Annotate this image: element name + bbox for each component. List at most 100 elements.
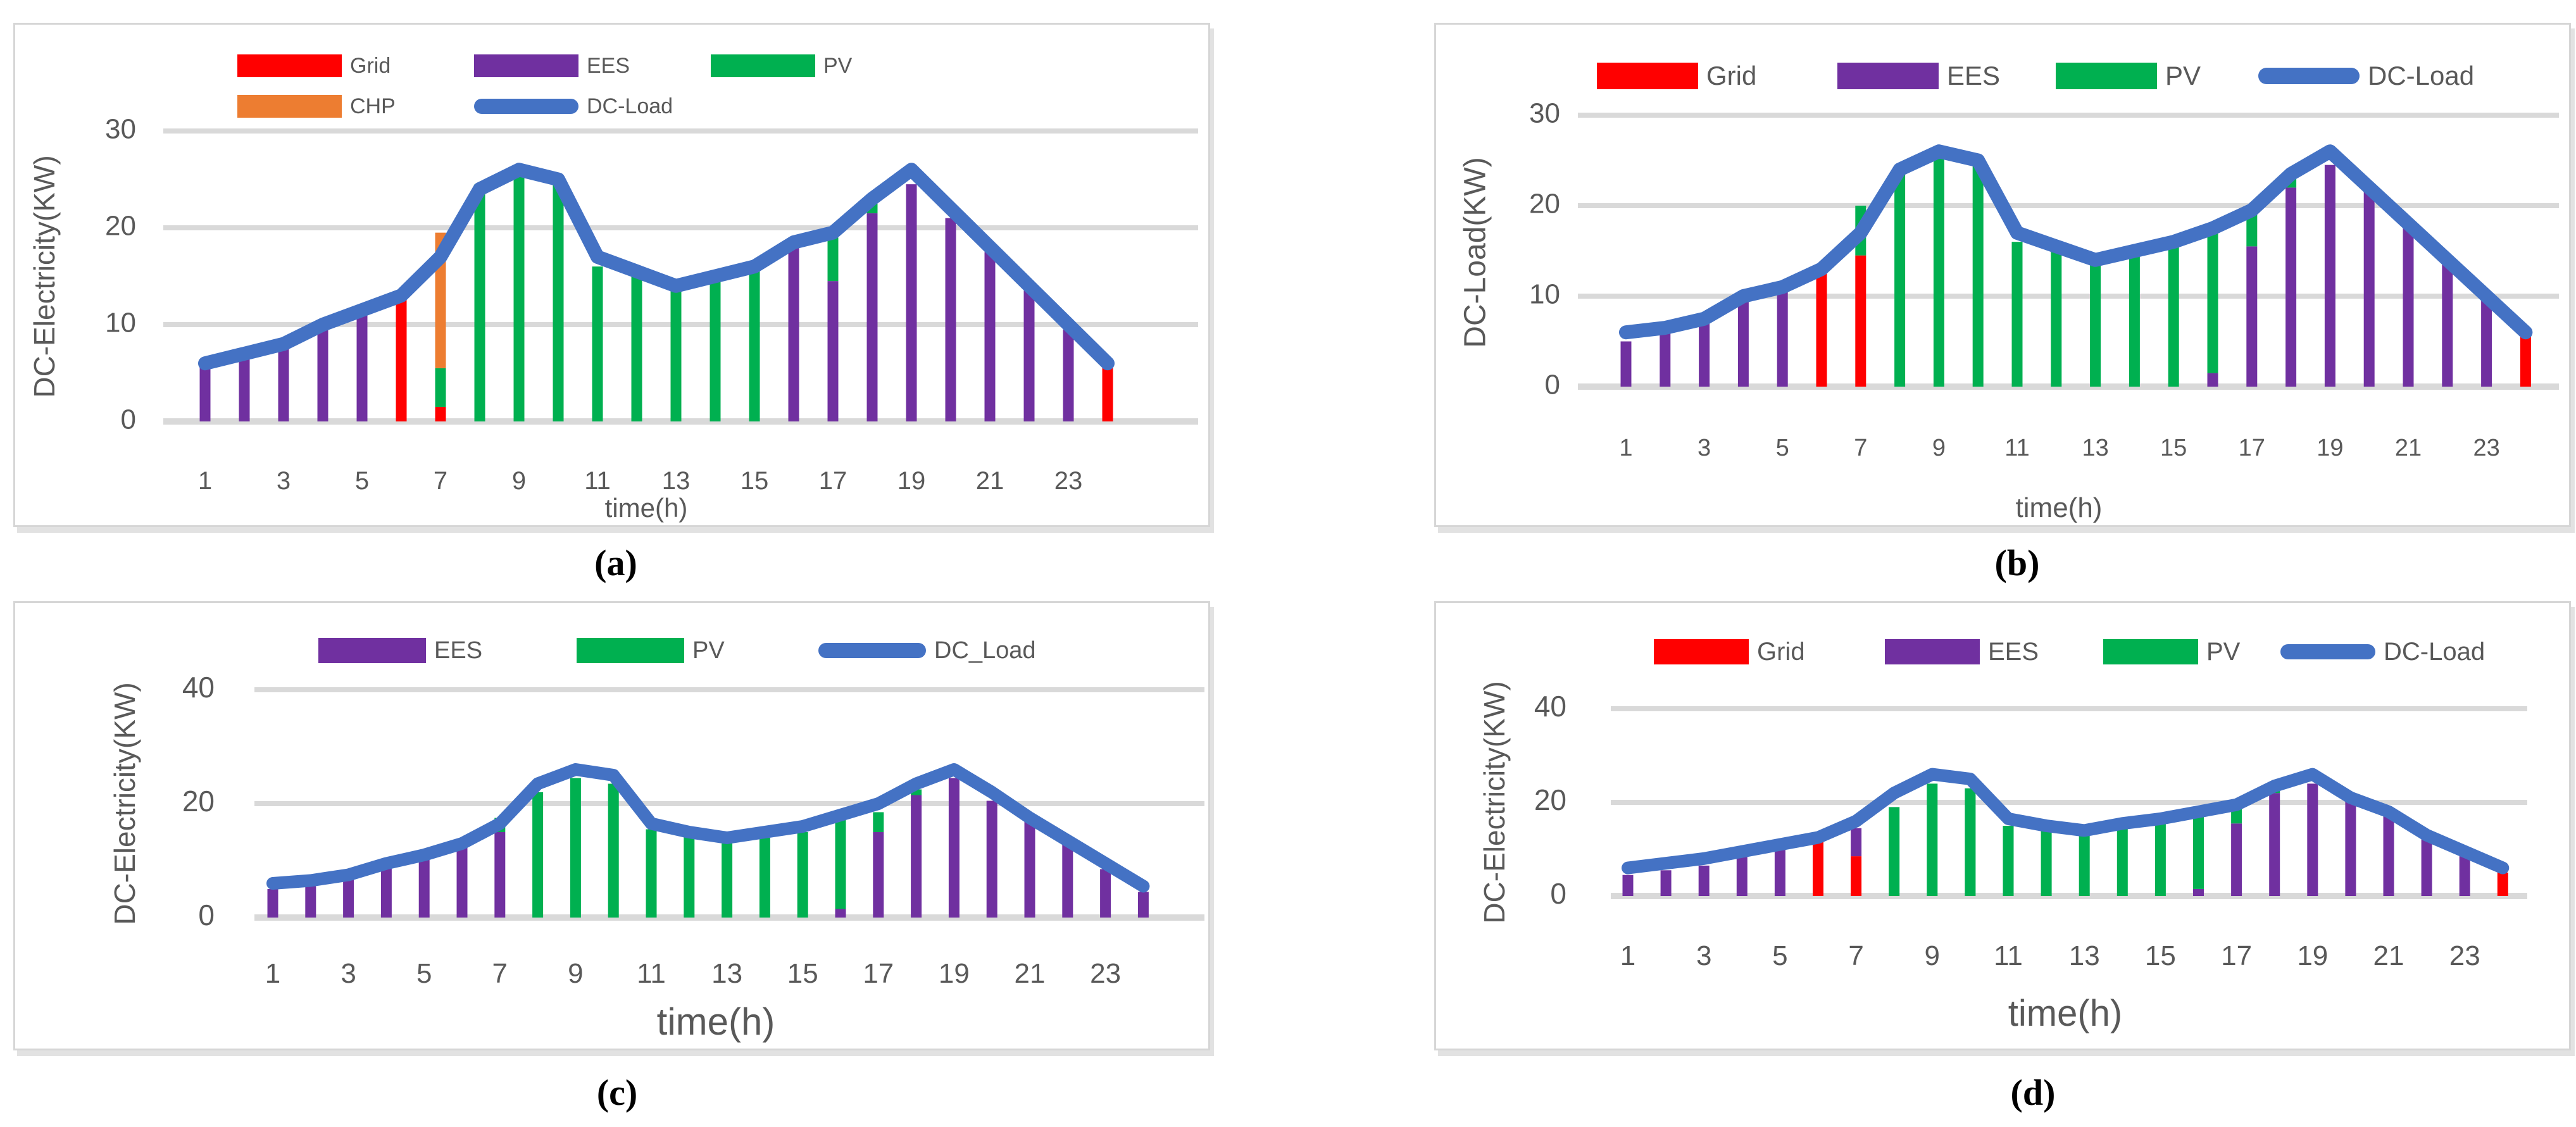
x-tick-23: 23	[1054, 467, 1083, 495]
bar-hour-22-ees	[1023, 290, 1035, 421]
bar-hour-13-pv	[2079, 835, 2090, 896]
y-tick-30: 30	[105, 114, 136, 145]
x-tick-15: 15	[2145, 940, 2176, 971]
x-tick-17: 17	[2221, 940, 2252, 971]
legend-line-marker-dc-load	[818, 643, 926, 658]
chart-panel-a: 0 10 20 30 1 3 5 7 9 11 13 15 17 19 21 23 time(h) DC-Ele…	[13, 23, 1210, 527]
bar-hour-18-ees	[2285, 187, 2297, 387]
x-tick-9: 9	[568, 958, 583, 989]
bar-hour-11-pv	[592, 266, 603, 421]
bar-hour-2-ees	[239, 353, 250, 421]
bar-hour-11-pv	[2011, 242, 2023, 387]
bar-hour-18-ees	[2269, 793, 2280, 896]
bar-hour-14-pv	[710, 281, 721, 421]
x-tick-3: 3	[341, 958, 356, 989]
x-tick-5: 5	[1772, 940, 1787, 971]
chart-caption-c: (c)	[596, 1072, 638, 1113]
x-tick-7: 7	[1854, 435, 1867, 461]
bar-hour-7-grid	[435, 407, 446, 421]
dc-load-line	[266, 763, 1150, 893]
legend-label-ees: EES	[1947, 61, 2001, 90]
bar-hour-6-grid	[396, 296, 407, 421]
bar-hour-10-pv	[608, 783, 619, 918]
legend-label-dc_load: DC_Load	[934, 637, 1036, 664]
bar-hour-5-ees	[418, 857, 430, 918]
legend-swatch-pv	[2103, 639, 2198, 664]
bar-hour-8-pv	[474, 184, 485, 421]
x-axis-label: time(h)	[2016, 492, 2103, 523]
bar-hour-3-ees	[1699, 323, 1710, 387]
x-tick-3: 3	[1698, 435, 1711, 461]
bar-hour-24-grid	[2520, 337, 2531, 387]
x-tick-9: 9	[1932, 435, 1946, 461]
bar-hour-17-pv	[873, 812, 884, 832]
bar-hour-9-pv	[570, 778, 581, 918]
x-tick-17: 17	[2239, 435, 2265, 461]
bar-hour-19-ees	[2307, 783, 2318, 896]
bar-hour-6-ees	[456, 844, 468, 918]
bar-hour-6-grid	[1813, 837, 1823, 896]
y-axis-title: DC-Electricity(KW)	[108, 682, 141, 925]
legend-entry-ees: EES	[318, 637, 483, 664]
legend-label-ees: EES	[587, 53, 630, 78]
legend-entry-grid: Grid	[1597, 61, 1757, 90]
chart-caption-a: (a)	[594, 542, 637, 583]
x-tick-19: 19	[897, 467, 926, 495]
x-tick-13: 13	[2082, 435, 2108, 461]
bar-hour-12-pv	[2051, 251, 2062, 387]
bar-hour-16-pv	[2193, 811, 2204, 889]
x-tick-9: 9	[512, 467, 526, 495]
x-tick-13: 13	[662, 467, 691, 495]
y-axis-title: DC-Electricity(KW)	[1478, 681, 1511, 924]
bar-hour-6-grid	[1816, 264, 1827, 387]
bar-hour-4-ees	[380, 866, 392, 918]
bar-hour-21-ees	[2403, 223, 2414, 387]
bar-hour-5-ees	[1777, 287, 1788, 387]
legend-label-pv: PV	[823, 53, 853, 78]
bar-hour-23-ees	[2459, 854, 2470, 896]
legend-entry-ees: EES	[474, 53, 630, 78]
bar-hour-2-ees	[1660, 870, 1672, 896]
y-tick-20: 20	[105, 211, 136, 242]
bar-hour-20-ees	[986, 800, 997, 918]
x-tick-21: 21	[2395, 435, 2422, 461]
bar-hour-9-pv	[1933, 156, 1944, 387]
legend-line-marker-dc-load	[474, 99, 578, 114]
bar-hour-16-ees	[835, 909, 846, 918]
legend-label-ees: EES	[434, 637, 483, 664]
legend-entry-pv: PV	[711, 53, 853, 78]
x-tick-11: 11	[637, 958, 666, 989]
legend-swatch-chp	[237, 95, 342, 118]
x-tick-23: 23	[1090, 958, 1121, 989]
y-tick-0: 0	[1545, 370, 1560, 401]
bar-hour-23-ees	[1100, 869, 1111, 918]
bar-hour-3-ees	[1698, 865, 1710, 896]
legend-label-grid: Grid	[1706, 61, 1757, 90]
bar-hour-24-grid	[1102, 368, 1113, 421]
bar-hour-1-ees	[1622, 875, 1634, 896]
x-tick-21: 21	[976, 467, 1004, 495]
x-tick-15: 15	[741, 467, 769, 495]
legend-swatch-ees	[474, 54, 578, 77]
x-tick-17: 17	[863, 958, 894, 989]
legend-swatch-grid	[237, 54, 342, 77]
y-tick-20: 20	[1534, 783, 1566, 816]
x-tick-21: 21	[1015, 958, 1046, 989]
y-tick-40: 40	[1534, 690, 1566, 723]
bar-hour-7-grid	[1851, 856, 1862, 896]
x-tick-15: 15	[787, 958, 818, 989]
bar-hour-5-ees	[1774, 849, 1785, 896]
bar-hour-10-pv	[1972, 165, 1984, 387]
bar-hour-17-pv	[827, 237, 839, 282]
bar-hour-16-pv	[835, 818, 846, 909]
x-tick-15: 15	[2160, 435, 2187, 461]
bar-hour-21-ees	[1024, 821, 1035, 918]
bar-hour-20-ees	[2363, 192, 2375, 387]
bar-hour-2-ees	[305, 886, 316, 918]
x-tick-1: 1	[1619, 435, 1632, 461]
legend-entry-pv: PV	[2103, 638, 2240, 666]
legend-label-pv: PV	[2165, 61, 2201, 90]
